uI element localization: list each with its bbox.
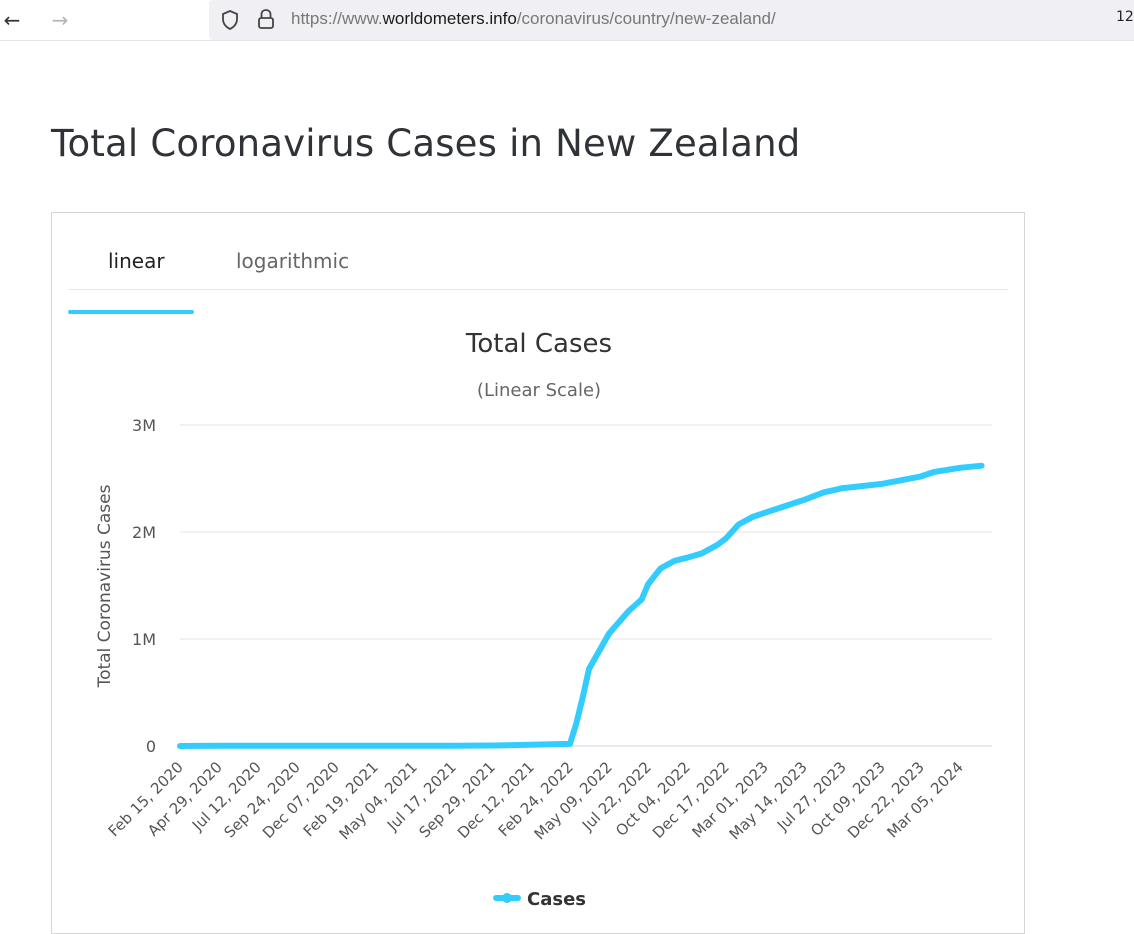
y-tick-label: 3M [132, 416, 156, 435]
url-path: /coronavirus/country/new-zealand/ [516, 9, 776, 28]
forward-arrow-icon[interactable]: → [51, 8, 69, 32]
y-axis-label: Total Coronavirus Cases [95, 484, 115, 688]
tab-logarithmic[interactable]: logarithmic [236, 249, 350, 273]
page-title: Total Coronavirus Cases in New Zealand [51, 122, 801, 165]
legend-cases-label[interactable]: Cases [527, 889, 586, 909]
back-arrow-icon[interactable]: ← [3, 8, 21, 32]
chart-title: Total Cases [465, 329, 612, 359]
active-tab-indicator [68, 310, 194, 314]
y-axis-ticks: 0 1M 2M 3M [132, 416, 156, 756]
shield-icon[interactable] [221, 10, 239, 30]
zoom-indicator[interactable]: 12 [1116, 9, 1134, 25]
chart-panel: linear logarithmic [51, 212, 1025, 934]
url-domain: worldometers.info [382, 9, 517, 28]
y-tick-label: 0 [146, 737, 156, 756]
address-bar[interactable]: https://www.worldometers.info/coronaviru… [209, 0, 1134, 40]
y-tick-label: 1M [132, 630, 156, 649]
url-text[interactable]: https://www.worldometers.info/coronaviru… [291, 9, 776, 29]
url-prefix: https://www. [291, 9, 383, 28]
total-cases-chart: Total Cases (Linear Scale) Total Coronav… [95, 329, 992, 909]
grid-lines [180, 424, 992, 747]
series-line-cases[interactable] [177, 462, 985, 749]
series-group [177, 462, 985, 749]
lock-icon[interactable] [257, 8, 275, 30]
y-tick-label: 2M [132, 523, 156, 542]
tab-linear[interactable]: linear [108, 249, 165, 273]
scale-tabs: linear logarithmic [68, 233, 1008, 314]
legend-cases-marker [502, 893, 512, 903]
legend[interactable]: Cases [493, 889, 586, 909]
chart-subtitle: (Linear Scale) [477, 380, 601, 401]
browser-toolbar: ← → https://www.worldometers.info/corona… [0, 0, 1134, 41]
